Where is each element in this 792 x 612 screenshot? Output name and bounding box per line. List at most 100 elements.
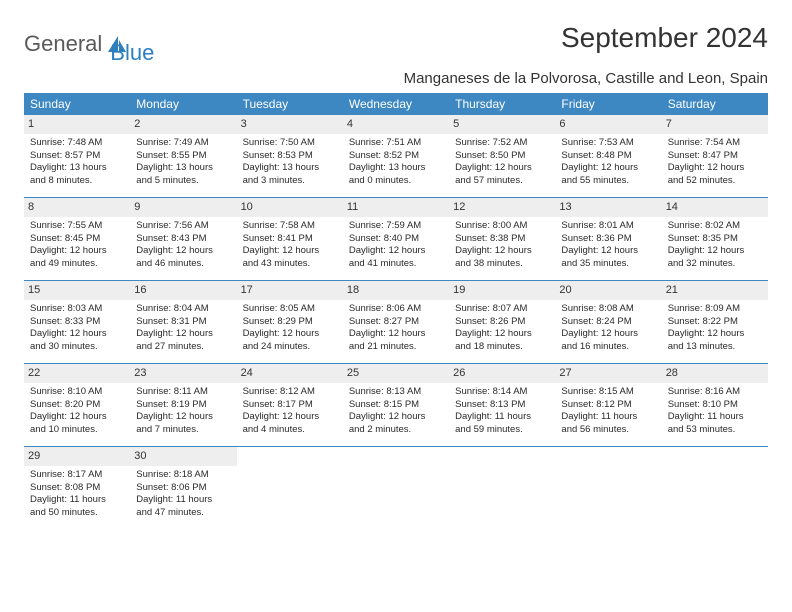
day-line: and 59 minutes. xyxy=(455,424,549,437)
day-line: Sunset: 8:08 PM xyxy=(30,482,124,495)
day-cell: 8Sunrise: 7:55 AMSunset: 8:45 PMDaylight… xyxy=(24,198,130,280)
day-line: Sunrise: 7:49 AM xyxy=(136,137,230,150)
day-number: 24 xyxy=(237,364,343,383)
day-line: Sunset: 8:10 PM xyxy=(668,399,762,412)
day-cell: 16Sunrise: 8:04 AMSunset: 8:31 PMDayligh… xyxy=(130,281,236,363)
day-header: Saturday xyxy=(662,93,768,115)
day-line: Sunrise: 8:09 AM xyxy=(668,303,762,316)
day-line: Sunrise: 8:04 AM xyxy=(136,303,230,316)
day-line: Sunrise: 7:55 AM xyxy=(30,220,124,233)
day-line: Daylight: 11 hours xyxy=(136,494,230,507)
day-cell: 24Sunrise: 8:12 AMSunset: 8:17 PMDayligh… xyxy=(237,364,343,446)
day-cell: 26Sunrise: 8:14 AMSunset: 8:13 PMDayligh… xyxy=(449,364,555,446)
logo-text-1: General xyxy=(24,31,102,57)
calendar-week: 1Sunrise: 7:48 AMSunset: 8:57 PMDaylight… xyxy=(24,115,768,198)
day-number: 22 xyxy=(24,364,130,383)
day-line: and 16 minutes. xyxy=(561,341,655,354)
day-header: Thursday xyxy=(449,93,555,115)
day-line: Daylight: 12 hours xyxy=(243,245,337,258)
day-line: Sunrise: 7:52 AM xyxy=(455,137,549,150)
day-line: Daylight: 12 hours xyxy=(561,245,655,258)
day-line: Daylight: 12 hours xyxy=(455,328,549,341)
day-cell: 19Sunrise: 8:07 AMSunset: 8:26 PMDayligh… xyxy=(449,281,555,363)
day-line: Daylight: 12 hours xyxy=(136,245,230,258)
calendar-week: 22Sunrise: 8:10 AMSunset: 8:20 PMDayligh… xyxy=(24,364,768,447)
day-cell: 15Sunrise: 8:03 AMSunset: 8:33 PMDayligh… xyxy=(24,281,130,363)
day-line: Sunrise: 8:02 AM xyxy=(668,220,762,233)
day-cell: 4Sunrise: 7:51 AMSunset: 8:52 PMDaylight… xyxy=(343,115,449,197)
calendar-week: 8Sunrise: 7:55 AMSunset: 8:45 PMDaylight… xyxy=(24,198,768,281)
day-cell xyxy=(343,447,449,529)
day-number: 8 xyxy=(24,198,130,217)
day-number: 7 xyxy=(662,115,768,134)
day-line: Daylight: 12 hours xyxy=(455,245,549,258)
day-line: Sunrise: 8:12 AM xyxy=(243,386,337,399)
day-cell: 18Sunrise: 8:06 AMSunset: 8:27 PMDayligh… xyxy=(343,281,449,363)
day-number: 20 xyxy=(555,281,661,300)
day-line: and 4 minutes. xyxy=(243,424,337,437)
day-line: and 7 minutes. xyxy=(136,424,230,437)
day-cell xyxy=(449,447,555,529)
day-header: Monday xyxy=(130,93,236,115)
day-line: and 2 minutes. xyxy=(349,424,443,437)
day-line: Sunrise: 8:08 AM xyxy=(561,303,655,316)
day-line: Daylight: 12 hours xyxy=(30,411,124,424)
month-title: September 2024 xyxy=(561,22,768,54)
day-line: and 27 minutes. xyxy=(136,341,230,354)
day-number: 12 xyxy=(449,198,555,217)
day-line: and 41 minutes. xyxy=(349,258,443,271)
day-line: Sunset: 8:50 PM xyxy=(455,150,549,163)
day-cell: 6Sunrise: 7:53 AMSunset: 8:48 PMDaylight… xyxy=(555,115,661,197)
day-line: Sunset: 8:22 PM xyxy=(668,316,762,329)
day-header: Wednesday xyxy=(343,93,449,115)
day-line: Sunrise: 8:00 AM xyxy=(455,220,549,233)
day-line: Sunrise: 8:05 AM xyxy=(243,303,337,316)
day-header: Friday xyxy=(555,93,661,115)
day-line: Sunset: 8:24 PM xyxy=(561,316,655,329)
logo-text-2: Blue xyxy=(110,40,154,66)
day-number: 1 xyxy=(24,115,130,134)
day-line: Daylight: 12 hours xyxy=(136,328,230,341)
day-number: 10 xyxy=(237,198,343,217)
day-line: Sunset: 8:52 PM xyxy=(349,150,443,163)
day-number: 23 xyxy=(130,364,236,383)
day-line: Sunset: 8:13 PM xyxy=(455,399,549,412)
day-header: Tuesday xyxy=(237,93,343,115)
day-cell: 9Sunrise: 7:56 AMSunset: 8:43 PMDaylight… xyxy=(130,198,236,280)
day-line: and 43 minutes. xyxy=(243,258,337,271)
calendar: SundayMondayTuesdayWednesdayThursdayFrid… xyxy=(24,93,768,529)
day-cell: 11Sunrise: 7:59 AMSunset: 8:40 PMDayligh… xyxy=(343,198,449,280)
day-cell: 20Sunrise: 8:08 AMSunset: 8:24 PMDayligh… xyxy=(555,281,661,363)
day-line: Sunset: 8:48 PM xyxy=(561,150,655,163)
day-line: and 35 minutes. xyxy=(561,258,655,271)
day-number: 28 xyxy=(662,364,768,383)
day-number: 19 xyxy=(449,281,555,300)
day-number: 29 xyxy=(24,447,130,466)
day-line: Sunset: 8:47 PM xyxy=(668,150,762,163)
day-line: Sunrise: 7:58 AM xyxy=(243,220,337,233)
day-cell: 12Sunrise: 8:00 AMSunset: 8:38 PMDayligh… xyxy=(449,198,555,280)
day-number: 2 xyxy=(130,115,236,134)
day-line: and 56 minutes. xyxy=(561,424,655,437)
calendar-week: 15Sunrise: 8:03 AMSunset: 8:33 PMDayligh… xyxy=(24,281,768,364)
day-cell: 5Sunrise: 7:52 AMSunset: 8:50 PMDaylight… xyxy=(449,115,555,197)
day-number: 9 xyxy=(130,198,236,217)
calendar-header-row: SundayMondayTuesdayWednesdayThursdayFrid… xyxy=(24,93,768,115)
day-number: 21 xyxy=(662,281,768,300)
day-line: and 13 minutes. xyxy=(668,341,762,354)
day-header: Sunday xyxy=(24,93,130,115)
day-line: Daylight: 12 hours xyxy=(668,328,762,341)
day-line: and 47 minutes. xyxy=(136,507,230,520)
day-number: 13 xyxy=(555,198,661,217)
day-line: Sunrise: 7:48 AM xyxy=(30,137,124,150)
day-cell: 10Sunrise: 7:58 AMSunset: 8:41 PMDayligh… xyxy=(237,198,343,280)
day-number: 18 xyxy=(343,281,449,300)
day-line: Sunrise: 8:14 AM xyxy=(455,386,549,399)
day-line: Sunset: 8:29 PM xyxy=(243,316,337,329)
day-line: Daylight: 12 hours xyxy=(668,162,762,175)
logo: General Blue xyxy=(24,22,154,66)
day-line: Sunrise: 8:11 AM xyxy=(136,386,230,399)
day-line: Daylight: 13 hours xyxy=(349,162,443,175)
day-cell: 13Sunrise: 8:01 AMSunset: 8:36 PMDayligh… xyxy=(555,198,661,280)
day-line: and 55 minutes. xyxy=(561,175,655,188)
